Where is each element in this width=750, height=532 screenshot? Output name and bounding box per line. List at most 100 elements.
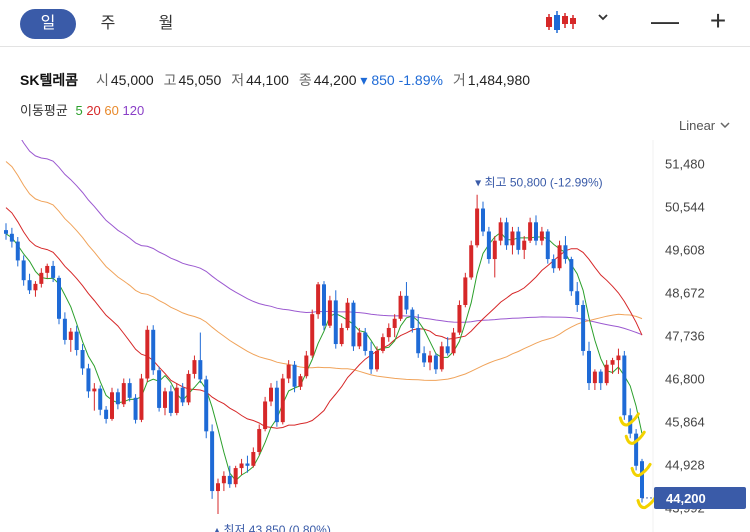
candle-body xyxy=(316,284,321,315)
candle-body xyxy=(239,463,244,469)
candle-body xyxy=(145,329,150,379)
last-price-badge xyxy=(654,486,746,509)
candle-body xyxy=(304,355,309,377)
candle-body xyxy=(345,302,350,328)
candle-body xyxy=(57,277,61,319)
candle-body xyxy=(398,295,403,319)
candle-body xyxy=(163,391,167,408)
candle-body xyxy=(127,383,132,398)
close-label: 종 xyxy=(298,72,312,88)
candle-body xyxy=(622,355,627,416)
candle-body xyxy=(327,300,332,326)
candle-body xyxy=(498,222,503,241)
chevron-down-icon[interactable] xyxy=(596,10,610,24)
y-tick-label: 51,480 xyxy=(665,157,705,172)
candle-body xyxy=(151,329,156,371)
scale-label: Linear xyxy=(679,118,716,133)
candle-body xyxy=(257,429,262,453)
candle-body xyxy=(210,431,215,492)
candle-body xyxy=(68,331,73,340)
candle-body xyxy=(221,475,226,484)
candle-body xyxy=(269,387,273,402)
candle-body xyxy=(640,461,644,498)
candle-body xyxy=(534,222,538,241)
scale-selector[interactable]: Linear xyxy=(679,118,731,133)
candle-body xyxy=(121,383,126,405)
y-tick-label: 45,864 xyxy=(665,415,705,430)
candle-body xyxy=(139,378,144,420)
candle-body xyxy=(404,295,409,310)
candle-body xyxy=(251,452,256,466)
candle-body xyxy=(62,318,67,340)
y-tick-label: 46,800 xyxy=(665,372,705,387)
ma20-line xyxy=(5,207,643,429)
candle-body xyxy=(510,231,515,246)
candle-body xyxy=(575,291,580,305)
candle-body xyxy=(457,304,462,333)
candle-body xyxy=(333,300,338,345)
ma120-label: 120 xyxy=(122,103,145,118)
scale-chevron-icon xyxy=(720,122,730,129)
tab-weekly[interactable]: 주 xyxy=(100,15,116,32)
candle-body xyxy=(433,355,438,370)
stock-name: SK텔레콤 xyxy=(20,72,79,88)
ma20-label: 20 xyxy=(86,103,101,118)
max-price-annotation: ▾ 최고 50,800 (-12.99%) xyxy=(475,176,603,190)
candle-body xyxy=(245,463,250,466)
candle-body xyxy=(192,360,197,374)
open-value: 45,000 xyxy=(110,72,154,88)
candle-body xyxy=(380,337,385,351)
highlight-check-mark xyxy=(624,430,646,445)
candle-body xyxy=(475,208,480,246)
low-value: 44,100 xyxy=(246,72,289,88)
y-tick-label: 48,672 xyxy=(665,286,705,301)
candle-body xyxy=(551,259,556,269)
candle-body xyxy=(369,350,374,370)
change-value: ▾ 850 -1.89% xyxy=(360,72,443,88)
ma5-label: 5 xyxy=(75,103,83,118)
candle-body xyxy=(539,231,544,241)
volume-value: 1,484,980 xyxy=(467,72,531,88)
y-tick-label: 47,736 xyxy=(665,329,705,344)
candle-body xyxy=(357,332,362,347)
last-price-label: 44,200 xyxy=(666,491,706,506)
candle-body xyxy=(428,355,432,363)
ma60-label: 60 xyxy=(104,103,119,118)
candle-body xyxy=(469,245,474,278)
candle-body xyxy=(563,245,568,260)
candle-body xyxy=(51,265,56,278)
volume-label: 거 xyxy=(452,72,466,88)
candle-body xyxy=(322,284,326,326)
zoom-in-button[interactable]: + xyxy=(709,5,727,36)
candle-body xyxy=(363,332,368,351)
candle-body xyxy=(351,302,356,347)
tab-monthly[interactable]: 월 xyxy=(158,15,174,32)
candlestick-icon[interactable] xyxy=(544,8,578,36)
candle-body xyxy=(227,475,232,485)
highlight-check-mark xyxy=(630,462,652,477)
y-tick-label: 44,928 xyxy=(665,458,705,473)
candle-body xyxy=(592,371,597,384)
candle-body xyxy=(451,332,456,354)
candle-body xyxy=(286,364,291,379)
price-chart[interactable]: 51,480 50,544 49,608 48,672 47,736 46,800 45,8… xyxy=(0,140,750,532)
candle-body xyxy=(516,231,521,250)
candle-body xyxy=(204,379,209,432)
moving-average-label: 이동평균 xyxy=(20,103,68,118)
candle-body xyxy=(392,318,397,328)
open-label: 시 xyxy=(95,72,109,88)
min-price-annotation: ▴ 최저 43,850 (0.80%) xyxy=(214,523,331,532)
candle-body xyxy=(15,241,20,261)
candle-body xyxy=(216,483,220,492)
candle-body xyxy=(198,360,203,380)
candle-body xyxy=(168,391,173,413)
tab-daily[interactable]: 일 xyxy=(20,9,76,39)
zoom-out-button[interactable]: — xyxy=(651,5,679,36)
candle-body xyxy=(9,233,14,242)
highlight-check-mark xyxy=(618,412,640,427)
candle-body xyxy=(4,230,8,234)
candle-body xyxy=(298,376,303,387)
candle-body xyxy=(21,260,26,281)
candle-body xyxy=(439,346,444,370)
candle-body xyxy=(504,222,509,246)
